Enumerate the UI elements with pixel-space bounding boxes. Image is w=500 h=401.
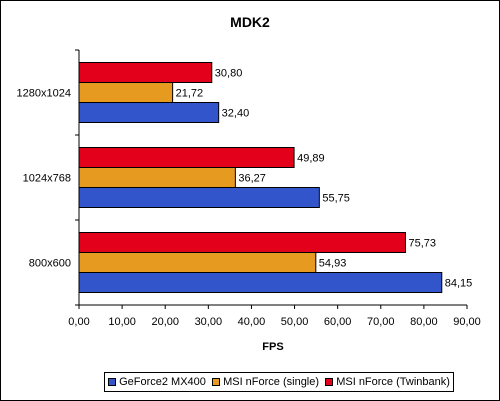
bar — [78, 252, 317, 273]
legend-item: GeForce2 MX400 — [108, 376, 206, 388]
legend-item: MSI nForce (Twinbank) — [325, 376, 450, 388]
data-label: 75,73 — [408, 238, 436, 250]
category-label: 1024x768 — [23, 173, 71, 185]
x-tick-label: 20,00 — [151, 316, 179, 328]
bar — [78, 82, 174, 103]
data-label: 55,75 — [322, 193, 350, 205]
bar — [78, 102, 220, 123]
legend-swatch — [325, 378, 334, 386]
x-tick-label: 60,00 — [324, 316, 352, 328]
data-label: 36,27 — [238, 173, 266, 185]
data-label: 54,93 — [319, 258, 347, 270]
x-tick-label: 70,00 — [367, 316, 395, 328]
x-tick-label: 40,00 — [238, 316, 266, 328]
x-tick-label: 10,00 — [108, 316, 136, 328]
legend-label: MSI nForce (single) — [223, 376, 320, 388]
category-label: 1280x1024 — [17, 88, 71, 100]
x-tick-label: 90,00 — [453, 316, 481, 328]
category-label: 800x600 — [29, 258, 71, 270]
data-label: 49,89 — [297, 153, 325, 165]
legend-label: MSI nForce (Twinbank) — [336, 376, 450, 388]
chart-title: MDK2 — [230, 14, 270, 30]
legend-swatch — [212, 378, 221, 386]
x-tick-label: 80,00 — [410, 316, 438, 328]
bar — [78, 62, 213, 83]
x-tick-label: 0,00 — [68, 316, 89, 328]
bar — [78, 272, 443, 293]
x-axis-title: FPS — [262, 341, 283, 353]
bar — [78, 147, 295, 168]
bar — [78, 167, 236, 188]
x-tick-label: 50,00 — [281, 316, 309, 328]
legend-item: MSI nForce (single) — [212, 376, 319, 388]
legend-label: GeForce2 MX400 — [119, 376, 206, 388]
data-label: 30,80 — [215, 68, 243, 80]
x-tick-label: 30,00 — [195, 316, 223, 328]
data-label: 32,40 — [222, 108, 250, 120]
bar — [78, 232, 406, 253]
data-label: 84,15 — [445, 278, 473, 290]
data-label: 21,72 — [176, 88, 204, 100]
legend: GeForce2 MX400 MSI nForce (single) MSI nFo… — [104, 372, 454, 392]
legend-swatch — [108, 378, 117, 386]
bar — [78, 187, 320, 208]
